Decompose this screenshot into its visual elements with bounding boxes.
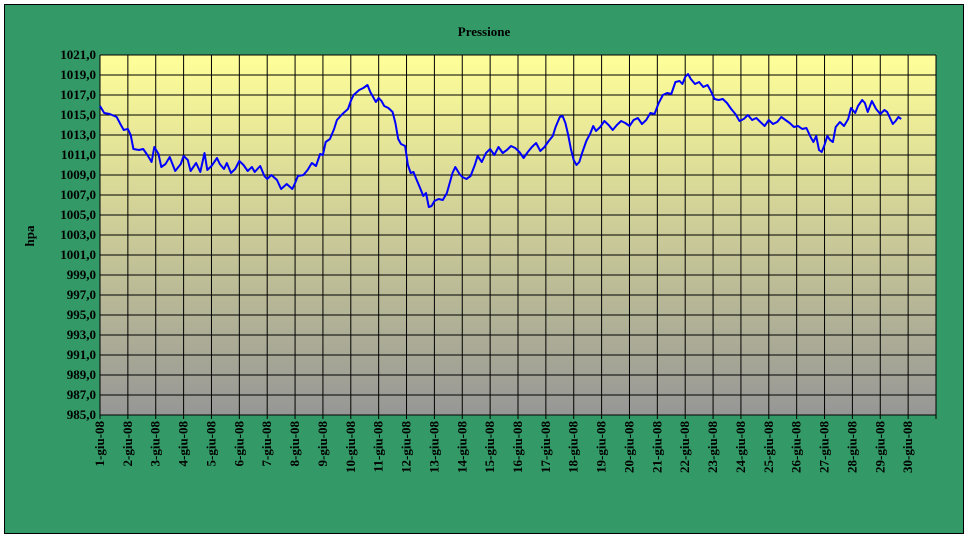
y-axis-ticks: 1021,0 1019,0 1017,0 1015,0 1013,0 1011,0 1009… xyxy=(60,47,96,422)
y-tick-label: 989,0 xyxy=(67,367,96,382)
x-tick-label: 20-giu-08 xyxy=(621,421,636,474)
x-tick-label: 6-giu-08 xyxy=(231,421,246,467)
x-tick-label: 27-giu-08 xyxy=(817,421,832,474)
x-tick-label: 26-giu-08 xyxy=(789,421,804,474)
y-tick-label: 991,0 xyxy=(67,347,96,362)
y-tick-label: 997,0 xyxy=(67,287,96,302)
x-tick-label: 21-giu-08 xyxy=(649,421,664,474)
x-tick-label: 24-giu-08 xyxy=(733,421,748,474)
x-axis-ticks: 1-giu-08 2-giu-08 3-giu-08 4-giu-08 5-giu-08… xyxy=(92,421,915,474)
x-tick-label: 1-giu-08 xyxy=(92,421,107,467)
y-tick-label: 1021,0 xyxy=(60,47,96,62)
x-tick-label: 9-giu-08 xyxy=(315,421,330,467)
x-tick-label: 28-giu-08 xyxy=(844,421,859,474)
x-tick-label: 19-giu-08 xyxy=(594,421,609,474)
x-tick-label: 29-giu-08 xyxy=(872,421,887,474)
x-tick-label: 12-giu-08 xyxy=(399,421,414,474)
y-tick-label: 1011,0 xyxy=(61,147,96,162)
y-tick-label: 1003,0 xyxy=(60,227,96,242)
y-tick-label: 1013,0 xyxy=(60,127,96,142)
x-tick-label: 16-giu-08 xyxy=(510,421,525,474)
y-tick-label: 999,0 xyxy=(67,267,96,282)
x-tick-label: 23-giu-08 xyxy=(705,421,720,474)
x-tick-label: 11-giu-08 xyxy=(371,421,386,473)
y-tick-label: 1001,0 xyxy=(60,247,96,262)
x-tick-label: 17-giu-08 xyxy=(538,421,553,474)
x-tick-label: 10-giu-08 xyxy=(343,421,358,474)
x-tick-label: 5-giu-08 xyxy=(203,421,218,467)
x-tick-label: 18-giu-08 xyxy=(566,421,581,474)
x-tick-label: 3-giu-08 xyxy=(148,421,163,467)
x-tick-label: 2-giu-08 xyxy=(120,421,135,467)
x-tick-label: 15-giu-08 xyxy=(482,421,497,474)
series-layer xyxy=(99,73,902,208)
y-axis-label: hpa xyxy=(22,225,37,246)
y-tick-label: 1017,0 xyxy=(60,87,96,102)
x-tick-label: 22-giu-08 xyxy=(677,421,692,474)
y-tick-label: 987,0 xyxy=(67,387,96,402)
x-tick-label: 14-giu-08 xyxy=(454,421,469,474)
y-tick-label: 985,0 xyxy=(67,407,96,422)
y-tick-label: 993,0 xyxy=(67,327,96,342)
y-tick-label: 995,0 xyxy=(67,307,96,322)
x-tick-label: 4-giu-08 xyxy=(176,421,191,467)
x-tick-label: 8-giu-08 xyxy=(287,421,302,467)
y-tick-label: 1019,0 xyxy=(60,67,96,82)
y-tick-label: 1009,0 xyxy=(60,167,96,182)
x-tick-label: 13-giu-08 xyxy=(426,421,441,474)
y-tick-label: 1005,0 xyxy=(60,207,96,222)
series-line xyxy=(99,73,902,208)
x-tick-label: 30-giu-08 xyxy=(900,421,915,474)
y-tick-label: 1007,0 xyxy=(60,187,96,202)
x-tick-label: 7-giu-08 xyxy=(259,421,274,467)
x-tick-label: 25-giu-08 xyxy=(761,421,776,474)
y-tick-label: 1015,0 xyxy=(60,107,96,122)
chart-title: Pressione xyxy=(458,24,511,39)
grid-lines xyxy=(99,54,937,419)
